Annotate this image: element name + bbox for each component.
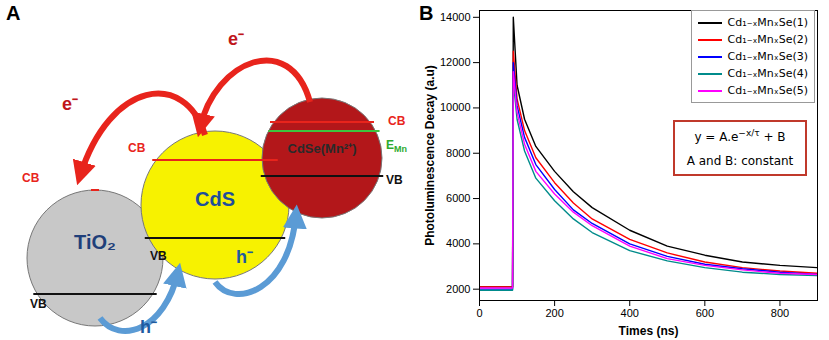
svg-text:h⁻: h⁻ <box>236 247 253 267</box>
svg-text:12000: 12000 <box>440 56 471 68</box>
svg-text:0: 0 <box>476 307 482 319</box>
svg-text:800: 800 <box>771 307 789 319</box>
svg-text:CB: CB <box>22 171 40 185</box>
svg-text:VB: VB <box>386 173 403 187</box>
html-text:A: A <box>6 2 21 24</box>
html-text:Cd₁₋ₓMnₓSe(2): Cd₁₋ₓMnₓSe(2) <box>727 33 808 46</box>
svg-text:EMn: EMn <box>386 138 407 154</box>
svg-text:VB: VB <box>30 297 47 311</box>
svg-text:8000: 8000 <box>446 147 470 159</box>
svg-text:200: 200 <box>545 307 563 319</box>
html-text:y = A.e−x/τ+ B: y = A.e−x/τ+ B <box>694 128 786 144</box>
svg-text:e⁻: e⁻ <box>62 94 78 114</box>
html-text:Cd₁₋ₓMnₓSe(5): Cd₁₋ₓMnₓSe(5) <box>727 84 808 97</box>
svg-text:CdS: CdS <box>195 188 235 210</box>
html-text:Cd₁₋ₓMnₓSe(4): Cd₁₋ₓMnₓSe(4) <box>727 67 808 80</box>
svg-text:TiO₂: TiO₂ <box>74 231 116 253</box>
svg-text:CdSe(Mn²⁺): CdSe(Mn²⁺) <box>288 141 357 156</box>
svg-text:h⁻: h⁻ <box>140 317 157 337</box>
svg-text:CB: CB <box>388 114 406 128</box>
svg-text:6000: 6000 <box>446 192 470 204</box>
svg-text:VB: VB <box>150 249 167 263</box>
html-text:B: B <box>419 2 434 24</box>
svg-text:400: 400 <box>621 307 639 319</box>
svg-text:Photoluminescence Decay (a.u): Photoluminescence Decay (a.u) <box>423 65 437 246</box>
html-text:A and B: constant: A and B: constant <box>686 154 794 168</box>
svg-text:CB: CB <box>128 141 146 155</box>
svg-text:14000: 14000 <box>440 11 471 23</box>
svg-text:10000: 10000 <box>440 101 471 113</box>
svg-text:4000: 4000 <box>446 237 470 249</box>
html-text:Cd₁₋ₓMnₓSe(1): Cd₁₋ₓMnₓSe(1) <box>727 16 808 29</box>
svg-text:2000: 2000 <box>446 283 470 295</box>
html-text:Cd₁₋ₓMnₓSe(3): Cd₁₋ₓMnₓSe(3) <box>727 50 808 63</box>
svg-text:Times (ns): Times (ns) <box>619 324 679 338</box>
svg-text:600: 600 <box>696 307 714 319</box>
svg-text:e⁻: e⁻ <box>228 29 244 49</box>
